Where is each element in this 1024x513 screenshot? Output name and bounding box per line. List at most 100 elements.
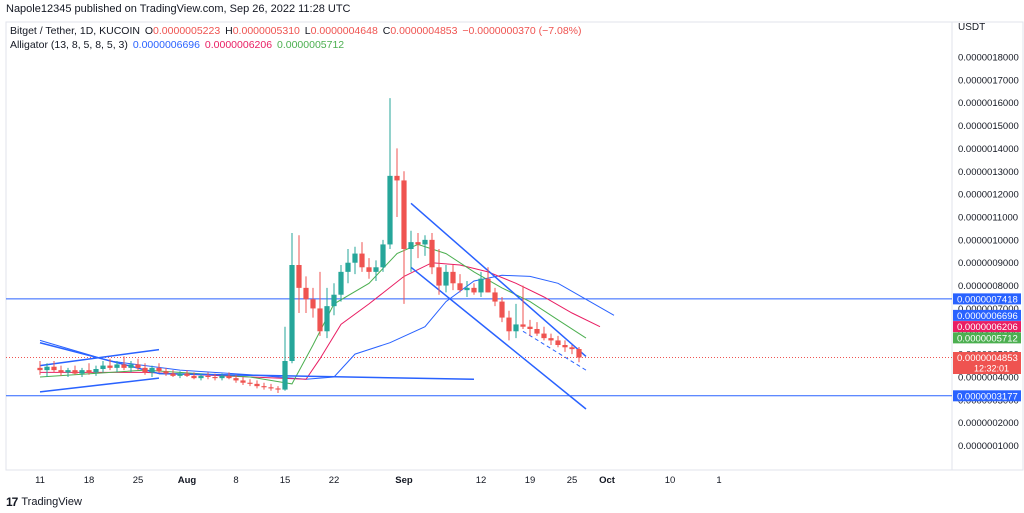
candle-body (142, 367, 148, 373)
price-axis-badge-text: 0.0000004853 (957, 353, 1018, 364)
candle (317, 271, 323, 336)
candle-body (58, 370, 64, 373)
trendline (410, 266, 587, 410)
candle (156, 363, 162, 373)
candle (450, 265, 456, 291)
price-axis-badge-text: 0.0000006696 (957, 311, 1018, 322)
candle (373, 260, 379, 281)
candle (492, 287, 498, 307)
alligator-legend: Alligator (13, 8, 5, 8, 5, 3) 0.00000066… (10, 39, 344, 51)
candle-body (275, 388, 281, 390)
y-tick-label: 0.0000007000 (958, 304, 1019, 315)
candle-body (268, 387, 274, 389)
candle (212, 373, 218, 381)
candle-body (485, 278, 491, 293)
x-tick-label: 22 (329, 475, 340, 486)
candle (471, 283, 477, 295)
close-label: C (382, 25, 391, 37)
candle (275, 386, 281, 393)
tradingview-logo[interactable]: 17 TradingView (6, 495, 82, 509)
chart-frame (5, 21, 1024, 471)
candle (86, 363, 92, 375)
symbol-name: Bitget / Tether, 1D, KUCOIN (10, 25, 140, 37)
trendline (39, 377, 160, 393)
candle-body (198, 375, 204, 379)
candle (485, 267, 491, 293)
y-tick-label: 0.0000016000 (958, 98, 1019, 109)
candle-body (520, 324, 526, 327)
candle (37, 361, 43, 375)
x-tick-label: 8 (233, 475, 238, 486)
candle-body (163, 371, 169, 374)
candle (114, 361, 120, 373)
candle-body (359, 253, 365, 268)
x-tick-label: 19 (525, 475, 536, 486)
candle-body (422, 239, 428, 245)
candle (170, 370, 176, 377)
candle (51, 361, 57, 373)
candle (464, 281, 470, 297)
candle-body (65, 370, 71, 373)
candle-body (184, 373, 190, 376)
candle (79, 367, 85, 377)
candle (359, 242, 365, 272)
x-tick-label: 15 (280, 475, 291, 486)
price-axis-badge (953, 309, 1021, 321)
y-tick-label: 0.0000006000 (958, 327, 1019, 338)
candle-body (100, 365, 106, 369)
candle-body (541, 333, 547, 339)
candle-body (135, 364, 141, 368)
candle (569, 345, 575, 355)
candle-body (527, 326, 533, 329)
candle-body (247, 382, 253, 384)
candle (541, 326, 547, 341)
candle-body (170, 373, 176, 376)
candle-body (436, 267, 442, 286)
alligator-label: Alligator (13, 8, 5, 8, 5, 3) (10, 39, 128, 51)
candle-body (79, 370, 85, 374)
candle (121, 356, 127, 371)
candle (107, 358, 113, 371)
price-axis-badge-text: 0.0000006206 (957, 322, 1018, 333)
candle-body (352, 253, 358, 263)
y-tick-label: 0.0000012000 (958, 190, 1019, 201)
y-tick-label: 0.0000017000 (958, 75, 1019, 86)
candle-body (156, 367, 162, 372)
high-label: H (225, 25, 233, 37)
x-tick-label: 12 (476, 475, 487, 486)
candle (443, 265, 449, 293)
candle (366, 258, 372, 279)
candle (380, 239, 386, 272)
candle-body (401, 180, 407, 249)
x-tick-label: Oct (599, 475, 616, 486)
candle-body (72, 370, 78, 374)
candle-body (44, 366, 50, 371)
candle (233, 374, 239, 383)
candle (184, 370, 190, 377)
candle (254, 380, 260, 389)
low-label: L (304, 25, 311, 37)
candle-body (296, 265, 302, 288)
candle (268, 383, 274, 391)
candle (478, 271, 484, 297)
tradingview-logo-icon: 17 (6, 495, 18, 509)
candle (436, 249, 442, 295)
candle (562, 340, 568, 352)
candle-body (408, 242, 414, 249)
price-axis-badge-text: 0.0000005712 (957, 333, 1018, 344)
x-tick-label: 10 (665, 475, 676, 486)
trendline (158, 372, 475, 381)
tradingview-brand: TradingView (21, 496, 82, 508)
candle-body (324, 306, 330, 332)
price-axis-badge-text: 0.0000007418 (957, 294, 1018, 305)
candle-body (366, 267, 372, 272)
candle (219, 373, 225, 381)
candle-body (380, 244, 386, 268)
candle (177, 371, 183, 379)
price-axis-badge (953, 293, 1021, 305)
y-tick-label: 0.0000004000 (958, 373, 1019, 384)
candle (387, 98, 393, 249)
price-axis-badge (953, 390, 1021, 402)
candle (296, 235, 302, 313)
